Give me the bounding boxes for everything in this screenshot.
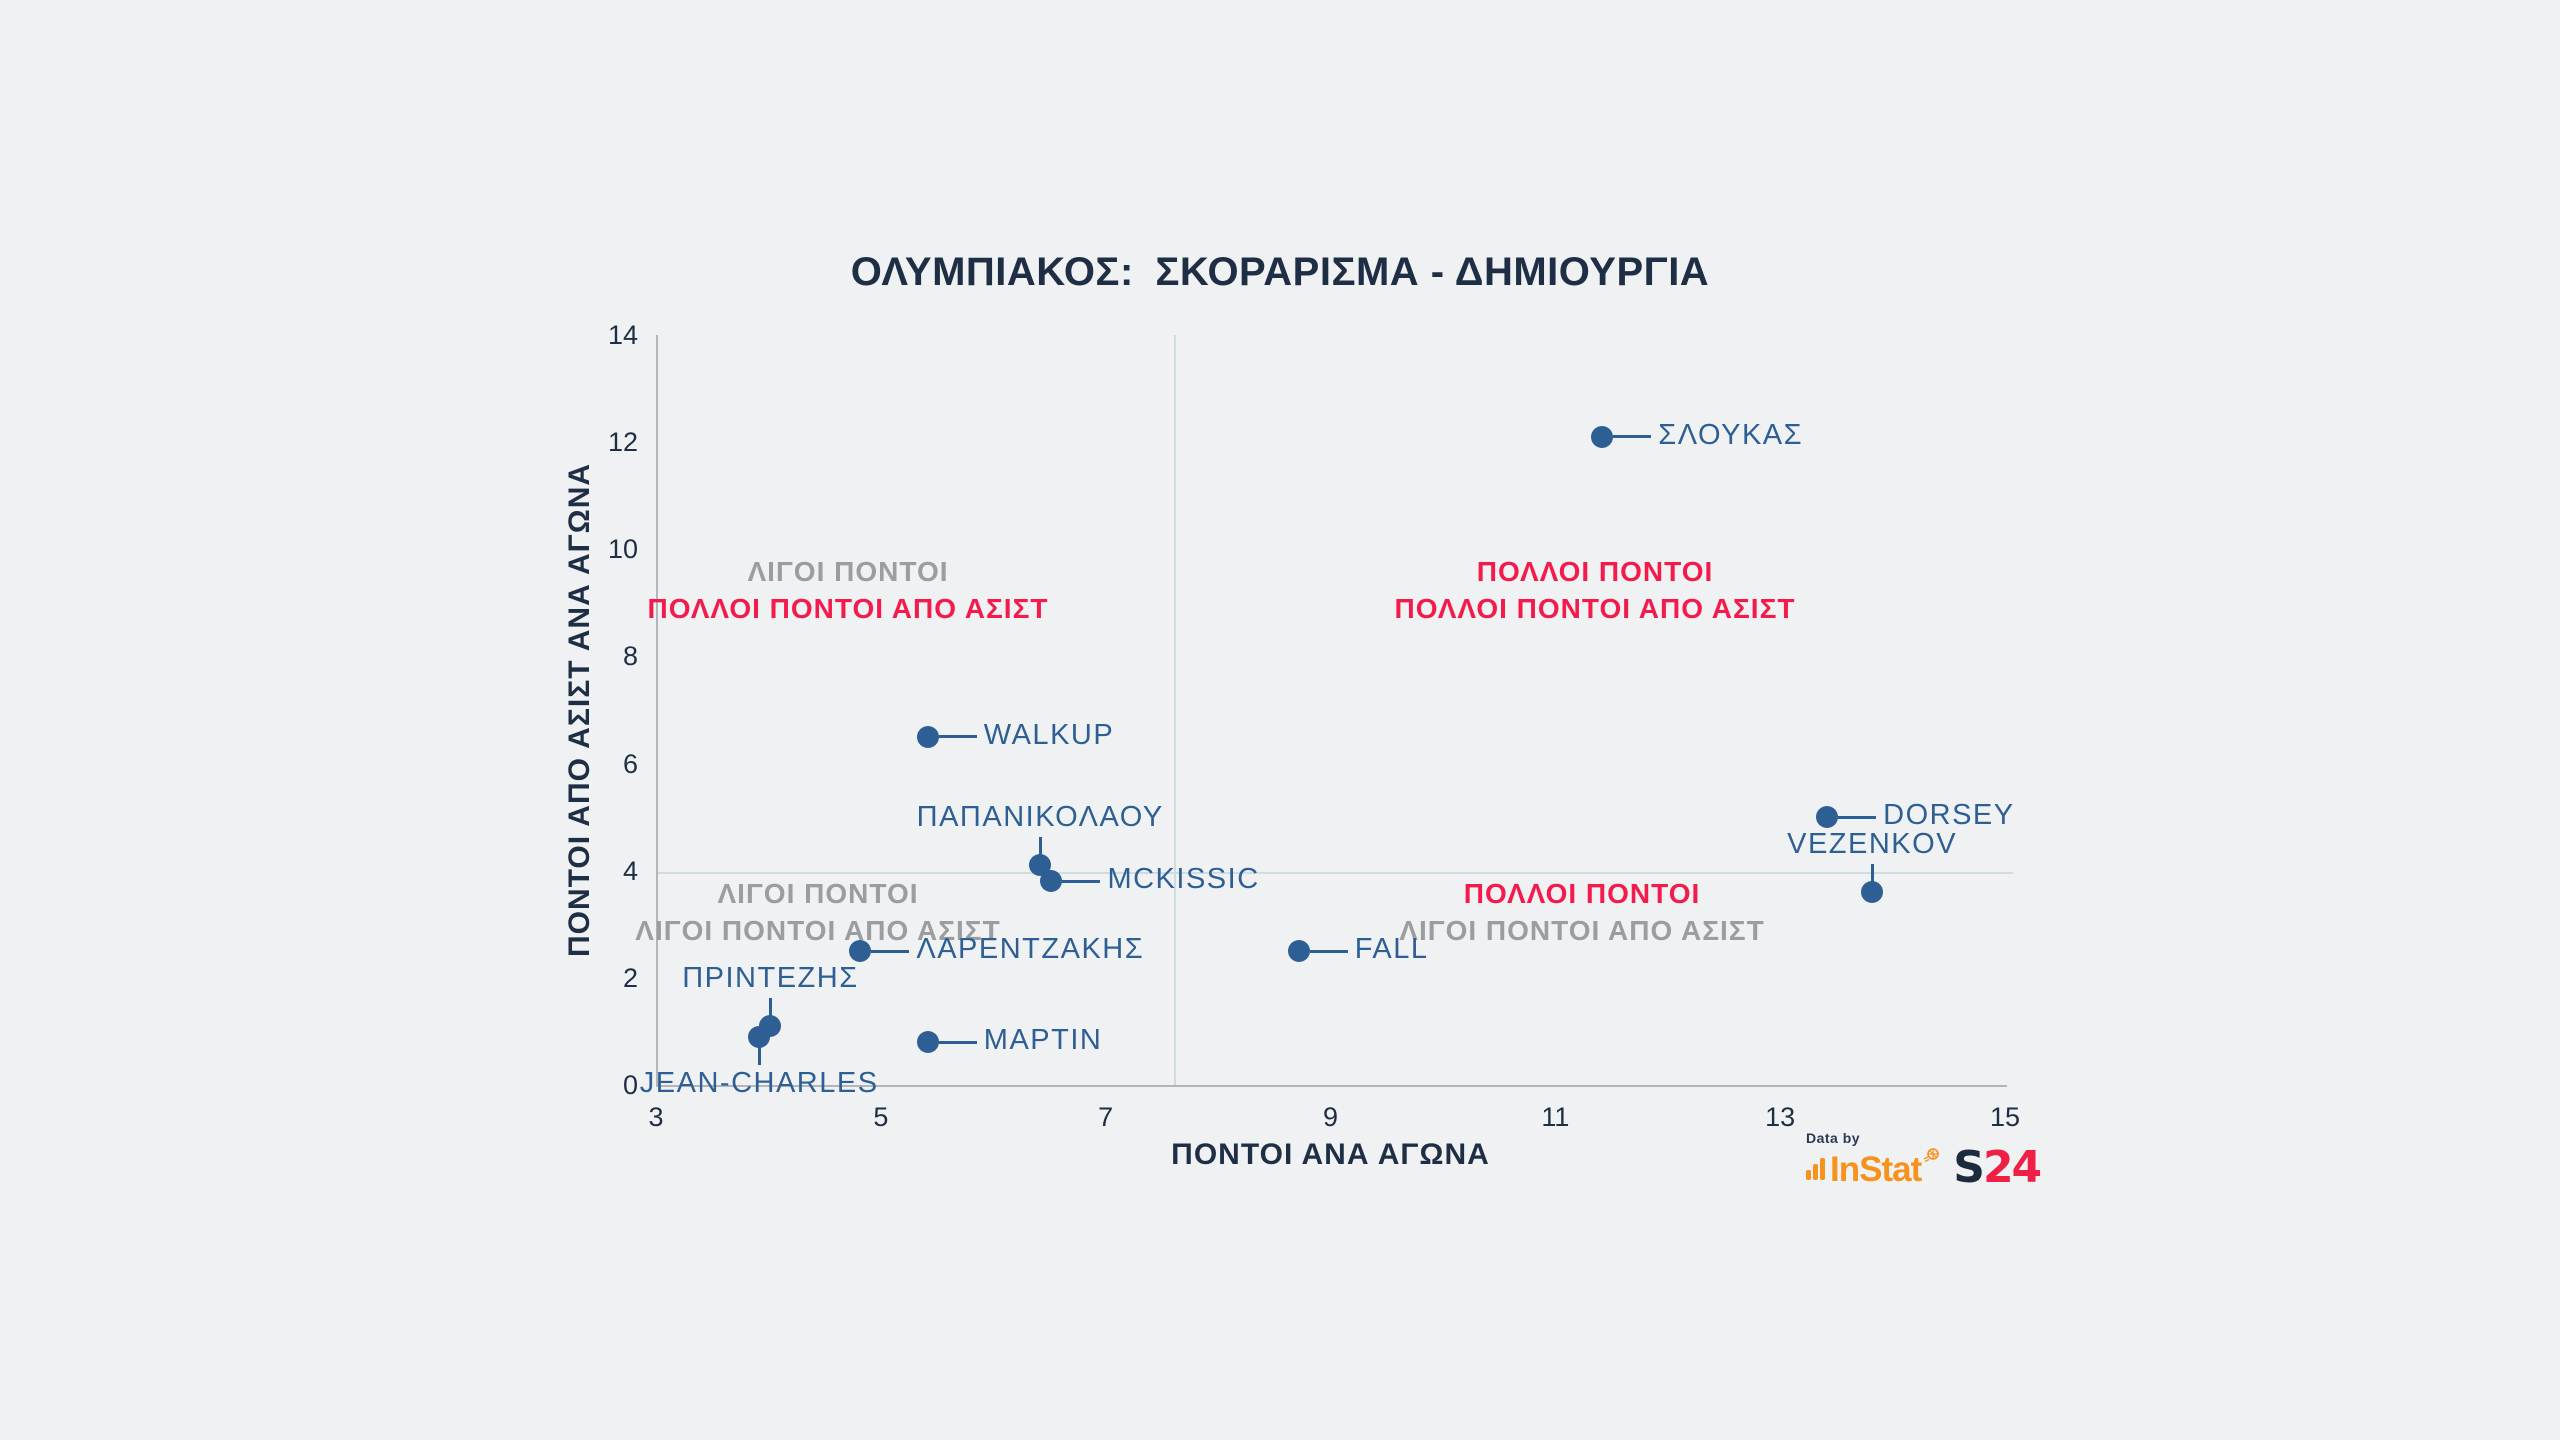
x-tick-label: 13 [1765, 1102, 1796, 1132]
x-tick-label: 7 [1098, 1102, 1114, 1132]
y-tick-label: 10 [607, 534, 638, 565]
data-point-label: VEZENKOV [1787, 828, 1958, 861]
connector-line [871, 949, 910, 953]
y-tick-label: 6 [622, 748, 638, 779]
connector-line [1613, 435, 1652, 439]
connector-line [1870, 864, 1874, 884]
y-tick-label: 12 [607, 427, 638, 458]
instat-bars-icon [1806, 1154, 1830, 1185]
data-point [916, 725, 939, 748]
connector-line [1062, 879, 1101, 883]
data-point-label: JEAN-CHARLES [639, 1066, 879, 1099]
data-point-label: DORSEY [1883, 799, 2015, 832]
quadrant-line: ΠΟΛΛΟΙ ΠΟΝΤΟΙ [1463, 878, 1701, 909]
y-tick-label: 8 [622, 641, 638, 672]
data-point-label: ΛΑΡΕΝΤΖΑΚΗΣ [916, 933, 1145, 966]
y-tick-label: 0 [622, 1070, 638, 1100]
connector-line [757, 1045, 761, 1065]
quadrant-label-bottom-right: ΠΟΛΛΟΙ ΠΟΝΤΟΙ ΛΙΓΟΙ ΠΟΝΤΟΙ ΑΠΟ ΑΣΙΣΤ [1202, 875, 1962, 949]
quadrant-line: ΛΙΓΟΙ ΠΟΝΤΟΙ [717, 878, 919, 909]
connector-line [1038, 837, 1042, 857]
quadrant-line: ΠΟΛΛΟΙ ΠΟΝΤΟΙ ΑΠΟ ΑΣΙΣΤ [1394, 593, 1796, 624]
data-point [748, 1025, 771, 1048]
chart-title: ΟΛΥΜΠΙΑΚΟΣ: ΣΚΟΡΑΡΙΣΜΑ - ΔΗΜΙΟΥΡΓΙΑ [0, 250, 2560, 295]
s24-logo-s: S [1953, 1142, 1985, 1193]
quadrant-label-top-right: ΠΟΛΛΟΙ ΠΟΝΤΟΙ ΠΟΛΛΟΙ ΠΟΝΤΟΙ ΑΠΟ ΑΣΙΣΤ [1215, 553, 1975, 627]
quadrant-label-top-left: ΛΙΓΟΙ ΠΟΝΤΟΙ ΠΟΛΛΟΙ ΠΟΝΤΟΙ ΑΠΟ ΑΣΙΣΤ [468, 553, 1228, 627]
chart-title-subject: ΣΚΟΡΑΡΙΣΜΑ - ΔΗΜΙΟΥΡΓΙΑ [1155, 250, 1710, 294]
data-point [1861, 881, 1884, 904]
instat-logo: InStat [1830, 1150, 1922, 1189]
quadrant-line: ΠΟΛΛΟΙ ΠΟΝΤΟΙ ΑΠΟ ΑΣΙΣΤ [647, 593, 1049, 624]
data-point [916, 1031, 939, 1054]
y-tick-label: 2 [622, 962, 638, 993]
data-point-label: ΠΑΠΑΝΙΚΟΛΑΟΥ [916, 801, 1164, 834]
x-axis-title: ΠΟΝΤΟΙ ΑΝΑ ΑΓΩΝΑ [1171, 1138, 1490, 1171]
quadrant-label-bottom-left: ΛΙΓΟΙ ΠΟΝΤΟΙ ΛΙΓΟΙ ΠΟΝΤΟΙ ΑΠΟ ΑΣΙΣΤ [438, 875, 1198, 949]
data-point [1816, 806, 1839, 829]
y-tick-label: 4 [622, 855, 638, 886]
x-tick-label: 9 [1322, 1102, 1339, 1132]
data-point-label: ΜΑΡΤΙΝ [983, 1024, 1103, 1057]
quadrant-line: ΛΙΓΟΙ ΠΟΝΤΟΙ [747, 556, 949, 587]
data-point-label: ΣΛΟΥΚΑΣ [1658, 418, 1804, 451]
data-point [1591, 425, 1614, 448]
y-tick-label: 14 [607, 320, 638, 350]
quadrant-line: ΛΙΓΟΙ ΠΟΝΤΟΙ ΑΠΟ ΑΣΙΣΤ [1399, 915, 1765, 946]
connector-line [1309, 949, 1348, 953]
footer-logos: Data by InStat S24 [1806, 1130, 2046, 1190]
instat-basketball-icon [1923, 1148, 1940, 1169]
x-tick-label: 11 [1541, 1102, 1570, 1132]
x-tick-label: 3 [648, 1102, 664, 1132]
logo-row: InStat S24 [1806, 1146, 2046, 1190]
quadrant-divider-horizontal [658, 872, 2013, 875]
connector-line [768, 998, 772, 1018]
data-point [1040, 870, 1063, 893]
chart-title-team: ΟΛΥΜΠΙΑΚΟΣ: [850, 250, 1134, 294]
connector-line [938, 1040, 977, 1044]
s24-logo-24: 24 [1982, 1142, 2042, 1193]
connector-line [938, 735, 977, 739]
x-tick-label: 5 [873, 1102, 889, 1132]
plot-area: ΛΙΓΟΙ ΠΟΝΤΟΙ ΠΟΛΛΟΙ ΠΟΝΤΟΙ ΑΠΟ ΑΣΙΣΤ ΠΟΛ… [635, 335, 2013, 1099]
quadrant-line: ΛΙΓΟΙ ΠΟΝΤΟΙ ΑΠΟ ΑΣΙΣΤ [635, 915, 1001, 946]
s24-logo: S24 [1953, 1146, 2042, 1190]
data-point [1287, 940, 1310, 963]
x-tick-label: 15 [1989, 1102, 2021, 1132]
connector-line [1838, 815, 1877, 819]
quadrant-line: ΠΟΛΛΟΙ ΠΟΝΤΟΙ [1476, 556, 1714, 587]
data-point-label: WALKUP [983, 718, 1115, 751]
data-by-label: Data by [1806, 1130, 1861, 1146]
data-point-label: FALL [1354, 933, 1429, 966]
data-point-label: MCKISSIC [1107, 863, 1260, 896]
quadrant-divider-vertical [1174, 335, 1177, 1085]
data-point-label: ΠΡΙΝΤΕΖΗΣ [682, 962, 859, 995]
data-point [849, 940, 872, 963]
